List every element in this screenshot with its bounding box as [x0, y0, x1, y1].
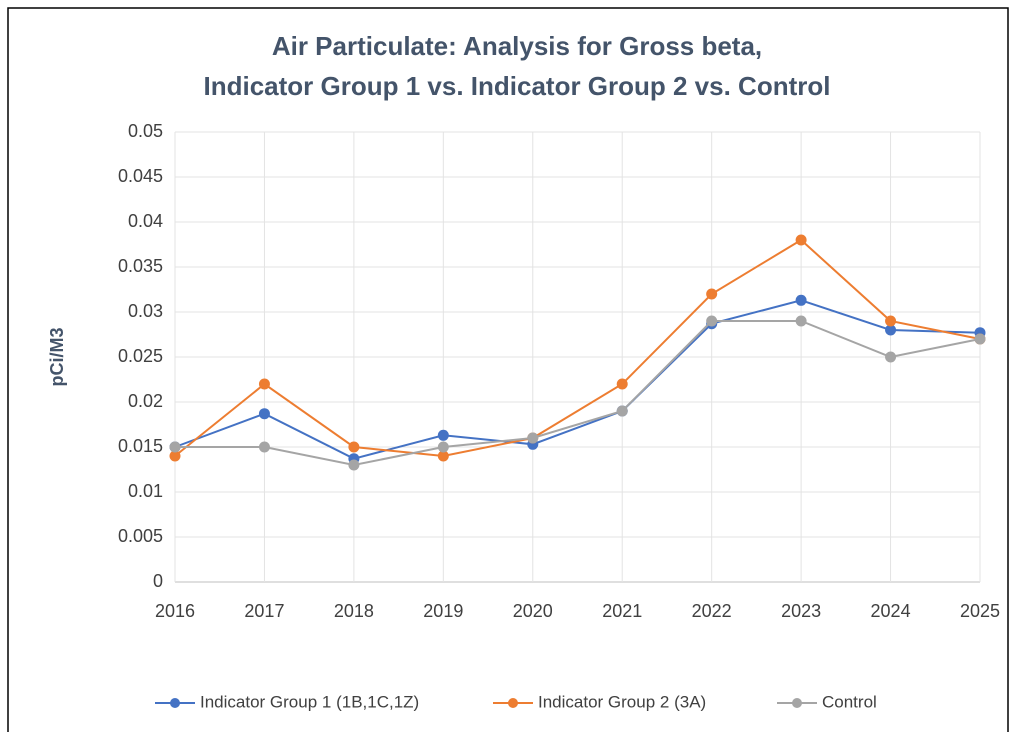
y-tick-label: 0.02	[128, 391, 163, 411]
y-tick-label: 0.03	[128, 301, 163, 321]
y-tick-label: 0.015	[118, 436, 163, 456]
data-point	[258, 378, 270, 390]
x-tick-label: 2023	[781, 601, 821, 621]
y-tick-label: 0.04	[128, 211, 163, 231]
chart-title: Air Particulate: Analysis for Gross beta…	[272, 31, 762, 61]
data-point	[706, 315, 718, 327]
data-point	[616, 405, 628, 417]
y-tick-label: 0.035	[118, 256, 163, 276]
data-point	[169, 450, 181, 462]
data-point	[527, 432, 539, 444]
y-tick-label: 0.01	[128, 481, 163, 501]
legend-label: Indicator Group 2 (3A)	[538, 692, 706, 711]
data-point	[974, 333, 986, 345]
y-tick-label: 0	[153, 571, 163, 591]
x-tick-label: 2017	[244, 601, 284, 621]
x-tick-label: 2021	[602, 601, 642, 621]
data-point	[258, 408, 270, 420]
data-point	[437, 441, 449, 453]
data-point	[795, 315, 807, 327]
data-point	[706, 288, 718, 300]
legend-marker	[170, 698, 180, 708]
x-tick-label: 2018	[334, 601, 374, 621]
x-tick-label: 2020	[513, 601, 553, 621]
data-point	[795, 294, 807, 306]
y-tick-label: 0.005	[118, 526, 163, 546]
y-tick-label: 0.05	[128, 121, 163, 141]
series-line	[174, 238, 981, 458]
data-point	[795, 234, 807, 246]
data-point	[348, 441, 360, 453]
data-point	[169, 441, 181, 453]
y-axis-label: pCi/M3	[47, 327, 67, 386]
x-tick-label: 2022	[692, 601, 732, 621]
legend-marker	[508, 698, 518, 708]
x-tick-label: 2019	[423, 601, 463, 621]
y-tick-label: 0.025	[118, 346, 163, 366]
legend-label: Indicator Group 1 (1B,1C,1Z)	[200, 692, 419, 711]
data-point	[885, 315, 897, 327]
chart-title: Indicator Group 1 vs. Indicator Group 2 …	[204, 71, 831, 101]
x-tick-label: 2024	[871, 601, 911, 621]
data-point	[885, 324, 897, 336]
data-point	[437, 429, 449, 441]
data-point	[348, 459, 360, 471]
series-line	[174, 299, 981, 460]
data-point	[258, 441, 270, 453]
data-point	[437, 450, 449, 462]
x-tick-label: 2025	[960, 601, 1000, 621]
legend-marker	[792, 698, 802, 708]
x-tick-label: 2016	[155, 601, 195, 621]
legend-label: Control	[822, 692, 877, 711]
data-point	[885, 351, 897, 363]
chart-frame	[7, 7, 1009, 732]
y-tick-label: 0.045	[118, 166, 163, 186]
data-point	[616, 378, 628, 390]
series-line	[175, 320, 981, 467]
